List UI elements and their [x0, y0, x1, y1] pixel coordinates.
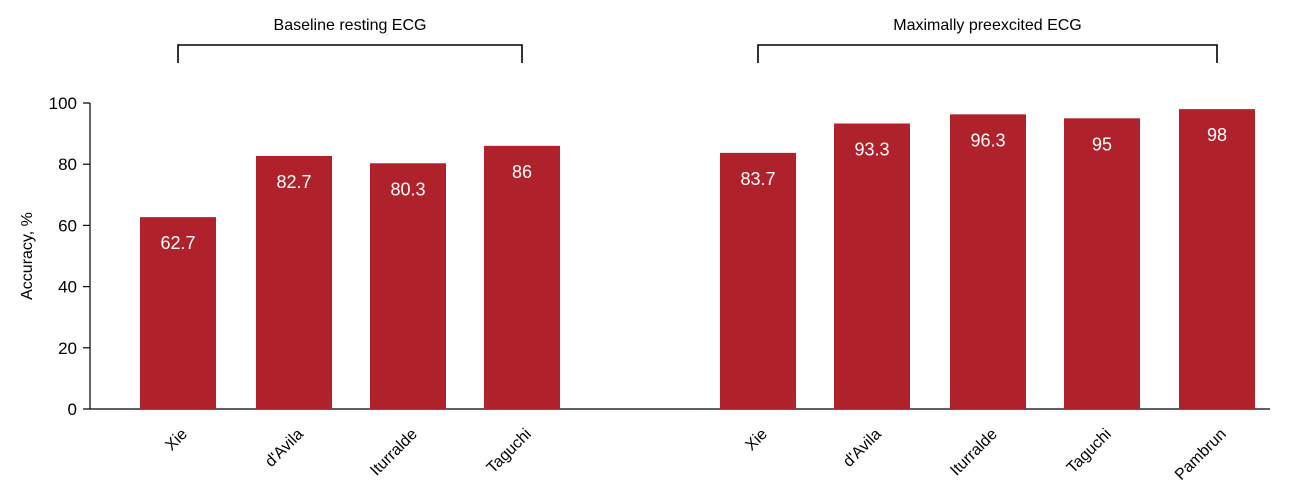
x-tick-label: Iturralde — [367, 426, 421, 480]
group-brackets: Baseline resting ECG Maximally preexcited… — [177, 17, 1218, 63]
y-axis-label: Accuracy, % — [19, 212, 36, 300]
x-tick-label: Taguchi — [484, 426, 535, 477]
bars: 62.7 82.7 80.3 86 83.7 93.3 96.3 95 98 — [140, 109, 1255, 410]
bar-value-label: 96.3 — [970, 130, 1005, 150]
y-tick-label: 20 — [58, 339, 77, 358]
y-tick-label: 40 — [58, 278, 77, 297]
bar-value-label: 82.7 — [276, 172, 311, 192]
group-bracket — [177, 44, 523, 63]
bar-value-label: 86 — [512, 162, 532, 182]
x-tick-label: d'Avila — [262, 426, 307, 471]
bar — [950, 114, 1026, 410]
bar — [720, 152, 796, 410]
y-tick-label: 0 — [68, 400, 77, 419]
bar — [484, 145, 560, 409]
bar-value-label: 98 — [1207, 125, 1227, 145]
bar-value-label: 62.7 — [160, 233, 195, 253]
group-label: Baseline resting ECG — [274, 17, 427, 34]
bar — [1179, 109, 1255, 410]
x-tick-label: d'Avila — [840, 426, 885, 471]
bar — [1064, 118, 1140, 410]
y-axis: 0 20 40 60 80 100 — [49, 94, 91, 419]
bar — [834, 123, 910, 409]
bar — [370, 163, 446, 409]
bar-value-label: 80.3 — [390, 179, 425, 199]
bar — [256, 155, 332, 409]
bar-value-label: 95 — [1092, 134, 1112, 154]
x-tick-label: Pambrun — [1172, 426, 1230, 484]
x-tick-label: Iturralde — [947, 426, 1001, 480]
x-tick-label: Xie — [162, 426, 190, 454]
group-label: Maximally preexcited ECG — [893, 17, 1082, 34]
y-tick-label: 100 — [49, 94, 77, 113]
y-tick-label: 80 — [58, 155, 77, 174]
group-bracket — [757, 44, 1218, 63]
bar-value-label: 83.7 — [740, 169, 775, 189]
bar — [140, 217, 216, 409]
y-tick-label: 60 — [58, 216, 77, 235]
x-axis: Xie d'Avila Iturralde Taguchi Xie d'Avila Itur… — [90, 408, 1270, 484]
bar-value-label: 93.3 — [854, 140, 889, 160]
x-tick-label: Xie — [742, 426, 770, 454]
x-tick-label: Taguchi — [1064, 426, 1115, 477]
